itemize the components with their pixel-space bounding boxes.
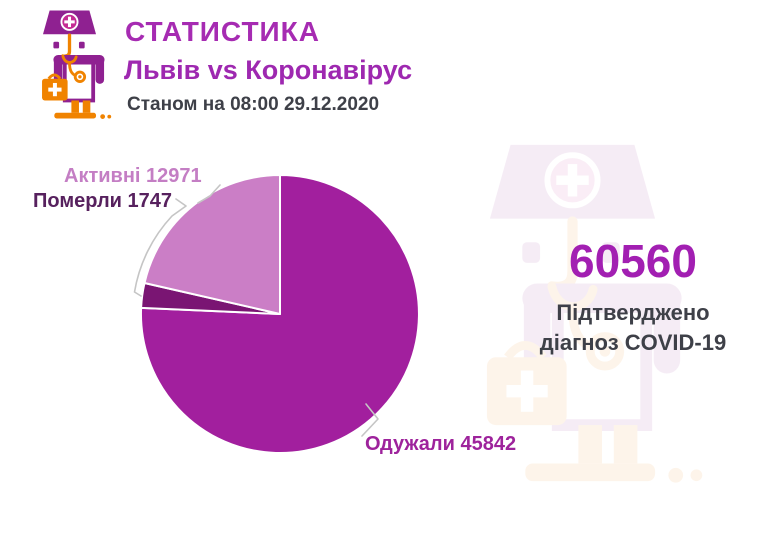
caption-line-1: Підтверджено [556, 300, 710, 325]
doctor-icon [22, 2, 117, 127]
as-of-date: Станом на 08:00 29.12.2020 [127, 94, 380, 115]
page-title: СТАТИСТИКА [125, 16, 320, 47]
leader-line-recovered [361, 403, 379, 437]
leader-line-deaths [133, 198, 187, 297]
pie-slice-active [143, 174, 281, 315]
page-subtitle: Львів vs Коронавірус [124, 55, 413, 85]
total-confirmed-value: 60560 [569, 235, 697, 287]
summary-panel: 60560 Підтверджено діагноз COVID-19 [498, 238, 767, 357]
label-deaths: Померли 1747 [33, 190, 173, 212]
label-active: Активні 12971 [64, 165, 202, 187]
label-recovered: Одужали 45842 [365, 433, 517, 455]
total-confirmed-caption: Підтверджено діагноз COVID-19 [498, 298, 767, 357]
caption-line-2: діагноз COVID-19 [539, 329, 727, 355]
leader-line-active [197, 184, 221, 204]
